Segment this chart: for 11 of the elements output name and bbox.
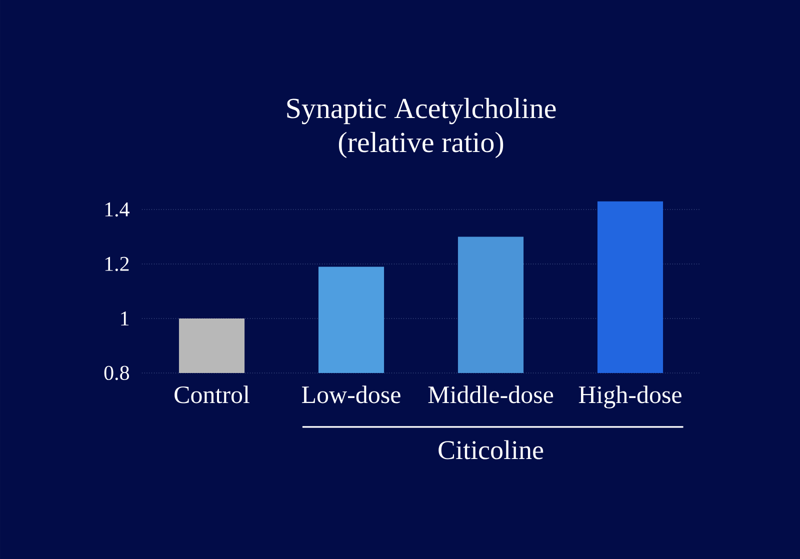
x-tick-label: Middle-dose (428, 386, 554, 404)
y-tick-label: 1 (121, 312, 129, 326)
y-tick-label: 0.8 (104, 366, 130, 380)
x-tick-label: Low-dose (302, 386, 400, 404)
chart-title: Synaptic Acetylcholine (287, 98, 556, 124)
chart-subtitle: (relative ratio) (338, 132, 504, 158)
y-tick-label: 1.4 (105, 202, 130, 217)
text: Citicoline (438, 440, 544, 460)
y-tick-label: 1.2 (105, 256, 129, 272)
x-tick-label: Control (174, 386, 250, 404)
x-tick-label: High-dose (578, 386, 682, 408)
